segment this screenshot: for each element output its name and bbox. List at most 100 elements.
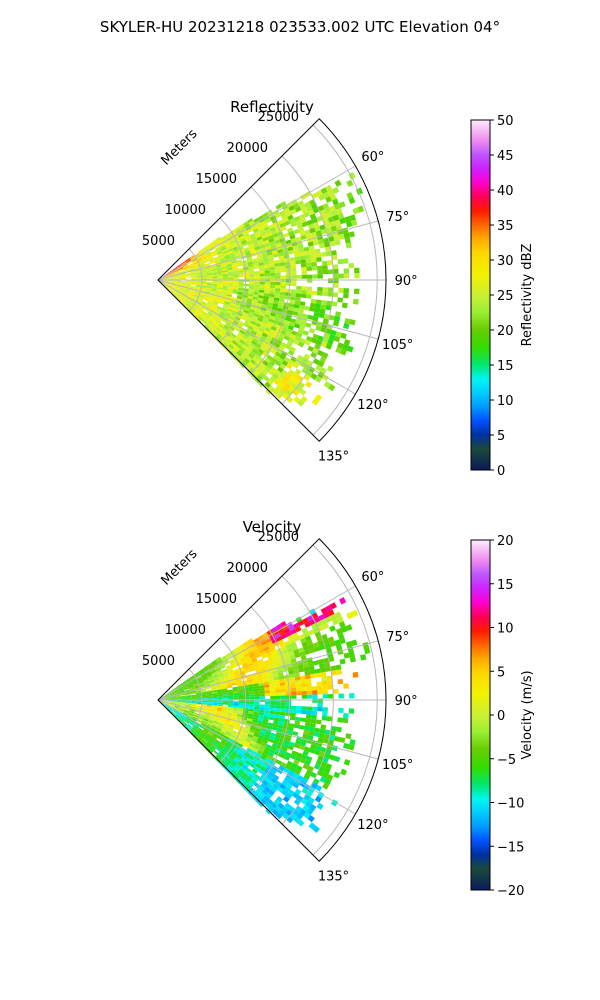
field-gate	[229, 229, 236, 235]
field-gate	[189, 685, 195, 689]
field-gate	[168, 269, 173, 274]
field-gate	[197, 297, 204, 301]
field-gate	[206, 673, 213, 678]
field-gate	[247, 242, 254, 248]
field-gate	[169, 694, 175, 697]
field-gate	[170, 701, 176, 703]
field-gate	[190, 706, 196, 709]
field-gate	[323, 657, 330, 664]
field-gate	[337, 258, 344, 265]
field-gate	[252, 747, 259, 753]
field-gate	[262, 771, 269, 778]
field-gate	[174, 706, 180, 710]
field-gate	[189, 290, 195, 293]
field-gate	[235, 734, 242, 739]
field-gate	[217, 736, 223, 741]
field-gate	[228, 317, 234, 323]
field-gate	[315, 230, 322, 236]
field-gate	[280, 645, 287, 652]
field-gate	[180, 280, 187, 282]
field-gate	[187, 261, 193, 265]
field-gate	[227, 306, 234, 311]
field-gate	[214, 320, 220, 326]
field-gate	[201, 270, 207, 273]
field-gate	[326, 774, 334, 781]
field-gate	[275, 360, 282, 367]
field-gate	[247, 781, 254, 788]
field-gate	[226, 246, 233, 251]
field-gate	[263, 316, 270, 322]
field-gate	[303, 666, 310, 672]
field-gate	[260, 774, 267, 781]
field-gate	[304, 670, 311, 676]
field-gate	[238, 281, 244, 284]
field-gate	[327, 680, 333, 686]
field-gate	[285, 275, 292, 279]
field-gate	[259, 267, 265, 272]
field-gate	[211, 743, 218, 749]
field-gate	[270, 768, 277, 775]
field-gate	[301, 286, 307, 291]
field-gate	[285, 211, 292, 217]
field-gate	[166, 288, 172, 292]
field-gate	[262, 255, 269, 260]
field-gate	[290, 687, 297, 692]
field-gate	[234, 772, 241, 779]
field-gate	[194, 710, 201, 714]
field-gate	[290, 221, 297, 228]
field-gate	[292, 372, 300, 379]
field-gate	[311, 714, 317, 720]
field-gate	[333, 771, 341, 779]
field-gate	[264, 757, 272, 764]
field-gate	[216, 708, 223, 712]
field-gate	[321, 715, 328, 721]
range-tick-label: 5000	[142, 234, 175, 249]
field-gate	[246, 718, 253, 722]
field-gate	[273, 717, 280, 722]
colorbar-tick-label: 5	[497, 665, 505, 680]
field-gate	[212, 694, 218, 697]
field-gate	[173, 690, 179, 693]
field-gate	[254, 273, 260, 277]
field-gate	[254, 310, 261, 315]
field-gate	[204, 713, 211, 717]
reflectivity-title: Reflectivity	[230, 98, 314, 116]
field-gate	[236, 716, 243, 720]
field-gate	[209, 294, 216, 298]
field-gate	[201, 690, 207, 693]
field-gate	[271, 322, 278, 328]
field-gate	[287, 246, 294, 252]
field-gate	[232, 707, 239, 710]
field-gate	[307, 734, 314, 740]
field-gate	[241, 662, 248, 667]
field-gate	[222, 692, 228, 695]
field-gate	[268, 257, 274, 262]
field-gate	[282, 376, 290, 383]
field-gate	[324, 729, 331, 735]
field-gate	[305, 714, 312, 719]
field-gate	[343, 759, 351, 766]
field-gate	[271, 306, 278, 311]
field-gate	[246, 660, 253, 665]
field-gate	[238, 223, 245, 229]
field-gate	[248, 640, 255, 646]
field-gate	[206, 703, 213, 706]
field-gate	[268, 658, 275, 663]
field-gate	[223, 302, 230, 307]
field-gate	[228, 672, 235, 677]
field-gate	[182, 713, 188, 717]
field-gate	[285, 631, 292, 637]
field-gate	[212, 322, 219, 327]
field-gate	[169, 692, 175, 696]
field-gate	[220, 679, 226, 683]
field-gate	[171, 711, 176, 716]
field-gate	[283, 652, 290, 658]
field-gate	[214, 665, 221, 671]
field-gate	[228, 701, 234, 704]
field-gate	[167, 287, 173, 291]
field-gate	[164, 695, 170, 698]
field-gate	[294, 626, 302, 633]
field-gate	[257, 760, 264, 766]
field-gate	[259, 312, 266, 317]
field-gate	[242, 311, 249, 317]
